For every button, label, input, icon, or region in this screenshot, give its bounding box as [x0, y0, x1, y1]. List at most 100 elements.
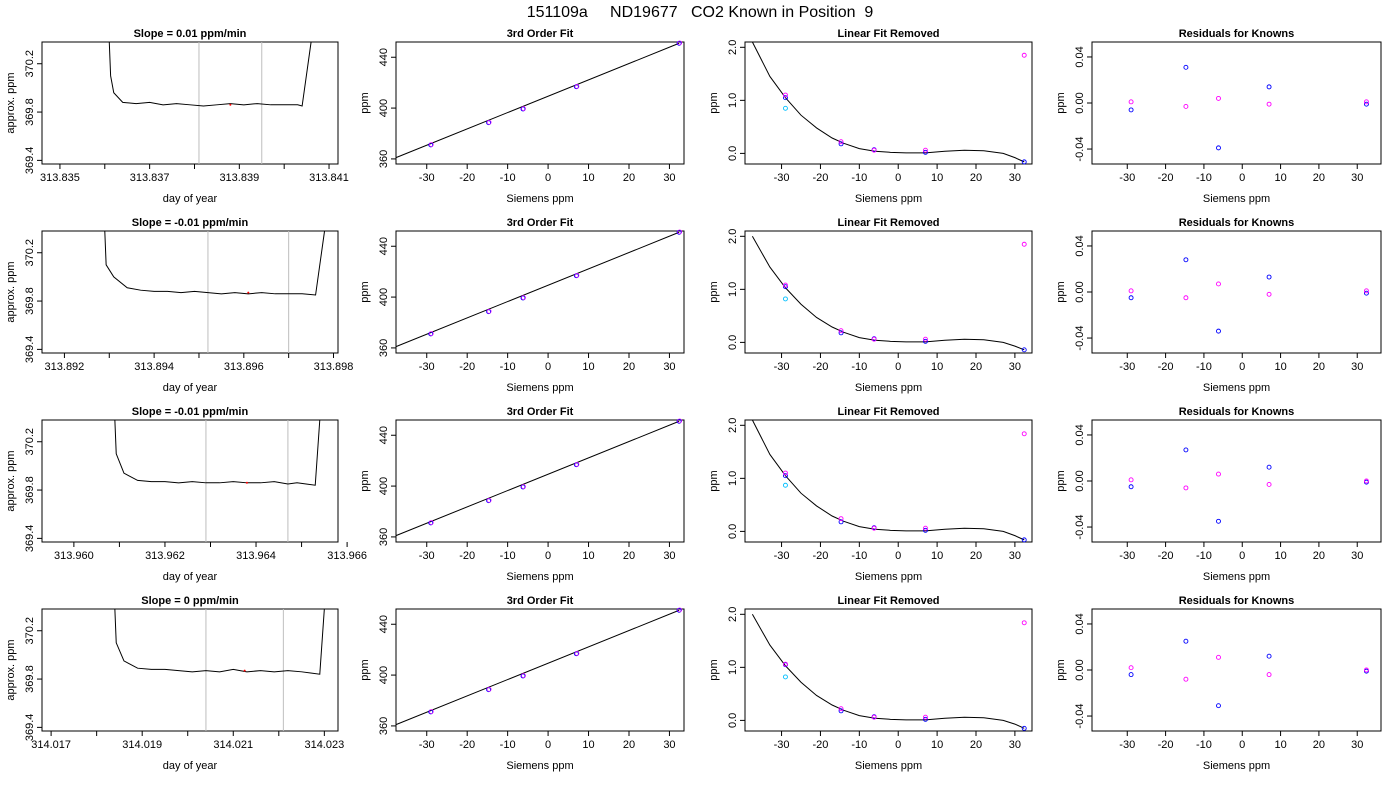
- x-tick-label: -30: [774, 739, 790, 751]
- data-point-alt: [486, 119, 492, 125]
- co2-trace-line: [104, 230, 326, 296]
- magenta-point: [871, 336, 877, 342]
- y-tick-label: 0.0: [727, 524, 739, 539]
- data-point: [676, 40, 682, 46]
- y-tick-label: 1.0: [727, 660, 739, 675]
- x-axis-label: day of year: [163, 571, 218, 583]
- panel-title: Residuals for Knowns: [1179, 406, 1295, 418]
- blue-point: [1183, 64, 1189, 70]
- data-point-alt: [429, 520, 434, 525]
- x-tick-label: 0: [1239, 739, 1245, 751]
- x-tick-label: 10: [1274, 550, 1286, 562]
- x-tick-label: 0: [545, 361, 551, 373]
- y-tick-label: 370.2: [24, 428, 36, 456]
- x-tick-label: -10: [1196, 361, 1212, 373]
- x-tick-label: 20: [970, 739, 982, 751]
- y-tick-label: 360: [378, 528, 390, 546]
- x-tick-label: 30: [663, 361, 675, 373]
- x-axis-label: Siemens ppm: [506, 571, 573, 583]
- blue-point: [1183, 447, 1189, 453]
- x-tick-label: 313.835: [40, 172, 80, 184]
- y-axis-label: approx. ppm: [5, 450, 17, 511]
- data-point-alt: [677, 40, 683, 46]
- mean-marker: [229, 103, 232, 106]
- magenta-point: [1363, 99, 1369, 105]
- data-point: [486, 498, 492, 504]
- panel-linrem-0: Linear Fit Removed Siemens ppm ppm -30 -20 -1…: [708, 28, 1033, 205]
- y-tick-label: 400: [378, 99, 390, 117]
- magenta-point: [871, 147, 877, 153]
- magenta-point: [1216, 471, 1221, 477]
- panel-trace-0: Slope = 0.01 ppm/min day of year approx. p…: [5, 28, 349, 205]
- cubic-fit-curve: [751, 236, 1025, 351]
- x-tick-label: -10: [1196, 172, 1212, 184]
- blue-point: [1021, 159, 1027, 165]
- panel-title: Slope = -0.01 ppm/min: [132, 406, 249, 418]
- y-tick-label: 0.04: [1074, 46, 1086, 67]
- panel-title: Linear Fit Removed: [837, 217, 939, 229]
- magenta-point: [782, 92, 788, 98]
- data-point: [520, 295, 526, 301]
- x-tick-label: -30: [419, 361, 435, 373]
- x-tick-label: 10: [1274, 739, 1286, 751]
- x-tick-label: 313.896: [224, 361, 264, 373]
- blue-point: [1128, 484, 1134, 490]
- x-axis-label: Siemens ppm: [506, 382, 573, 394]
- x-tick-label: 314.021: [213, 739, 253, 751]
- data-point-alt: [429, 142, 434, 147]
- x-tick-label: -30: [774, 361, 790, 373]
- x-tick-label: -10: [851, 550, 867, 562]
- magenta-point: [1128, 288, 1134, 294]
- plot-frame: [744, 608, 1033, 732]
- blue-point: [1266, 84, 1272, 90]
- y-tick-label: 0.0: [727, 146, 739, 161]
- data-point: [486, 120, 492, 126]
- blue-point: [1216, 703, 1221, 709]
- x-tick-label: -20: [1158, 172, 1174, 184]
- y-tick-label: 369.4: [24, 336, 36, 364]
- x-tick-label: -10: [500, 550, 516, 562]
- panel-resid-1: Residuals for Knowns Siemens ppm ppm -30 -20…: [1055, 217, 1382, 394]
- panel-linrem-1: Linear Fit Removed Siemens ppm ppm -30 -20 -1…: [708, 217, 1033, 394]
- x-tick-label: 10: [931, 172, 943, 184]
- magenta-point: [1266, 101, 1272, 107]
- x-tick-label: 313.962: [145, 550, 185, 562]
- cyan-point: [782, 296, 788, 302]
- y-tick-label: -0.04: [1074, 136, 1086, 161]
- x-tick-label: 0: [895, 550, 901, 562]
- x-tick-label: 314.023: [304, 739, 344, 751]
- data-point-alt: [429, 331, 434, 336]
- y-tick-label: 370.2: [24, 617, 36, 645]
- magenta-point: [922, 336, 928, 342]
- blue-point: [1021, 537, 1027, 543]
- y-tick-label: 440: [378, 615, 390, 633]
- cyan-point: [782, 482, 788, 488]
- magenta-point: [1183, 295, 1189, 301]
- panel-title: Linear Fit Removed: [837, 595, 939, 607]
- y-axis-label: ppm: [1055, 92, 1067, 113]
- blue-point: [922, 527, 928, 533]
- x-tick-label: 20: [623, 550, 635, 562]
- x-tick-label: 0: [545, 172, 551, 184]
- x-tick-label: 30: [663, 172, 675, 184]
- x-tick-label: 313.960: [54, 550, 94, 562]
- x-tick-label: -10: [851, 172, 867, 184]
- data-point: [573, 84, 579, 90]
- y-tick-label: 2.0: [727, 607, 739, 622]
- y-tick-label: 2.0: [727, 40, 739, 55]
- data-point-alt: [574, 651, 580, 656]
- panel-title: Slope = 0.01 ppm/min: [134, 28, 247, 40]
- x-tick-label: 0: [545, 550, 551, 562]
- y-axis-label: ppm: [359, 659, 371, 680]
- x-tick-label: -30: [419, 172, 435, 184]
- magenta-point: [1266, 672, 1272, 678]
- x-tick-label: 313.898: [314, 361, 354, 373]
- y-tick-label: 0.0: [727, 335, 739, 350]
- data-point: [573, 273, 579, 279]
- magenta-point: [1183, 485, 1189, 491]
- y-tick-label: 440: [378, 48, 390, 66]
- magenta-point: [838, 516, 844, 522]
- x-tick-label: -10: [500, 172, 516, 184]
- x-axis-label: Siemens ppm: [855, 760, 922, 772]
